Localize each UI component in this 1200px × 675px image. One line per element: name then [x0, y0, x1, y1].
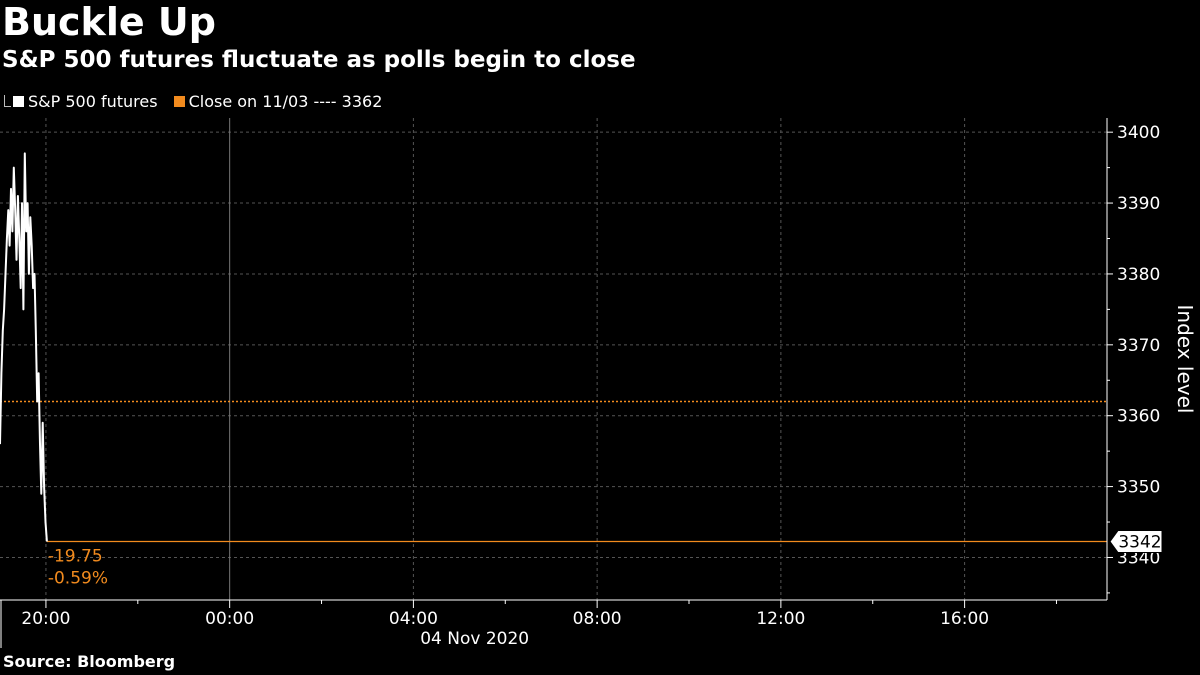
source-note: Source: Bloomberg	[3, 652, 176, 671]
x-tick-label: 12:00	[756, 609, 805, 629]
chart-title: Buckle Up	[2, 0, 216, 44]
line-marker-icon	[4, 95, 11, 107]
y-tick-label: 3350	[1117, 478, 1160, 498]
series-line	[0, 152, 48, 542]
change-pct-annotation: -0.59%	[48, 569, 108, 589]
x-tick-label: 20:00	[21, 609, 70, 629]
change-annotation: -19.75	[48, 547, 103, 567]
y-tick-label: 3370	[1117, 336, 1160, 356]
y-tick-label: 3340	[1117, 548, 1160, 568]
x-date-label: 04 Nov 2020	[420, 629, 529, 649]
legend-item-close: Close on 11/03 ---- 3362	[173, 91, 383, 111]
labels: 3340 3350 3360 3370 3380 3390 3400 20:00 00:00 04…	[21, 123, 1197, 649]
x-tick-label: 04:00	[389, 609, 438, 629]
y-axis-title: Index level	[1173, 305, 1197, 414]
legend: S&P 500 futures Close on 11/03 ---- 3362	[4, 90, 398, 112]
reference-layer	[0, 400, 1107, 543]
x-tick-label: 00:00	[205, 609, 254, 629]
y-tick-label: 3390	[1117, 194, 1160, 214]
x-tick-label: 08:00	[573, 609, 622, 629]
series-swatch	[13, 95, 24, 107]
axes	[0, 118, 1113, 648]
last-value-label: 3342	[1118, 533, 1161, 553]
legend-series-label: S&P 500 futures	[28, 91, 158, 111]
y-tick-label: 3400	[1117, 123, 1160, 143]
chart-subtitle: S&P 500 futures fluctuate as polls begin…	[2, 47, 636, 73]
close-swatch	[173, 95, 185, 107]
last-value-badge	[1109, 530, 1163, 554]
y-tick-label: 3360	[1117, 407, 1160, 427]
legend-close-label: Close on 11/03 ---- 3362	[188, 91, 383, 111]
grid	[0, 118, 1107, 600]
y-tick-label: 3380	[1117, 265, 1160, 285]
x-tick-label: 16:00	[940, 609, 989, 629]
legend-item-series: S&P 500 futures	[4, 92, 158, 111]
series-layer	[0, 152, 48, 542]
